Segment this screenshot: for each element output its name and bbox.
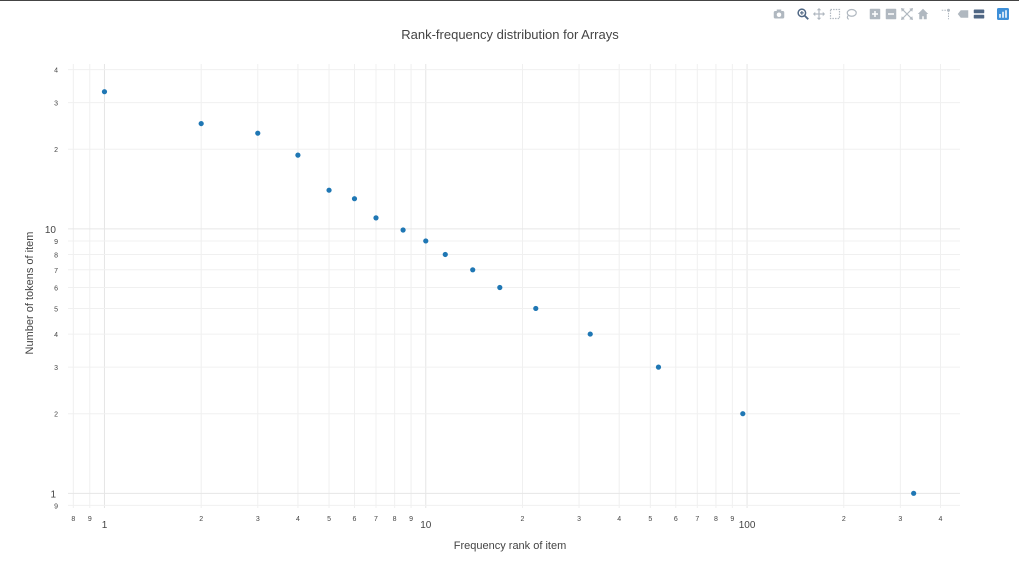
y-minor-tick-label: 4 <box>54 332 58 339</box>
x-minor-tick-label: 9 <box>409 516 413 523</box>
x-minor-tick-label: 3 <box>577 516 581 523</box>
x-minor-tick-label: 7 <box>695 516 699 523</box>
x-minor-tick-label: 2 <box>199 516 203 523</box>
plotly-logo-icon <box>997 8 1009 20</box>
camera-icon <box>773 9 785 19</box>
x-minor-tick-label: 3 <box>256 516 260 523</box>
x-axis-title: Frequency rank of item <box>454 540 567 552</box>
hover-compare-icon <box>973 9 985 19</box>
y-minor-tick-label: 7 <box>54 268 58 275</box>
y-major-tick-label: 1 <box>50 489 56 500</box>
chart-title: Rank-frequency distribution for Arrays <box>401 27 619 42</box>
pan-icon <box>813 8 825 20</box>
x-minor-tick-label: 8 <box>714 516 718 523</box>
y-axis-title: Number of tokens of item <box>24 232 36 355</box>
data-point[interactable] <box>655 364 662 370</box>
x-minor-tick-label: 2 <box>521 516 525 523</box>
modebar-group <box>795 6 859 22</box>
data-points <box>101 89 917 496</box>
y-minor-tick-label: 4 <box>54 68 58 75</box>
data-point[interactable] <box>351 196 358 202</box>
x-major-tick-label: 100 <box>739 520 756 531</box>
autoscale-button[interactable] <box>899 6 915 22</box>
x-axis-ticks: 1 10 100 8 9 2 3 4 5 6 7 8 9 2 3 4 5 6 7 8 9 2 3 4 <box>71 516 942 531</box>
y-major-tick-label: 10 <box>45 225 57 236</box>
data-point[interactable] <box>911 490 917 496</box>
x-minor-tick-label: 7 <box>374 516 378 523</box>
zoom-in-button[interactable] <box>867 6 883 22</box>
y-minor-tick-label: 2 <box>54 147 58 154</box>
y-minor-tick-label: 5 <box>54 306 58 313</box>
data-point[interactable] <box>295 152 301 158</box>
y-minor-tick-label: 8 <box>54 252 58 259</box>
data-point[interactable] <box>442 251 448 258</box>
x-minor-tick-label: 3 <box>898 516 902 523</box>
plotly-logo-button[interactable] <box>995 6 1011 22</box>
x-major-tick-label: 1 <box>102 520 108 531</box>
grid-lines <box>68 64 960 508</box>
reset-axes-button[interactable] <box>915 6 931 22</box>
x-minor-tick-label: 6 <box>674 516 678 523</box>
lasso-select-icon <box>846 8 857 20</box>
zoom-out-button[interactable] <box>883 6 899 22</box>
plot-modebar <box>763 6 1011 22</box>
window-top-border <box>0 0 1019 1</box>
data-point[interactable] <box>198 120 204 127</box>
x-minor-tick-label: 9 <box>88 516 92 523</box>
hover-closest-icon <box>957 10 969 18</box>
data-point[interactable] <box>400 227 406 233</box>
x-minor-tick-label: 5 <box>327 516 331 523</box>
x-minor-tick-label: 9 <box>730 516 734 523</box>
zoom-button[interactable] <box>795 6 811 22</box>
box-select-icon <box>829 8 841 20</box>
pan-button[interactable] <box>811 6 827 22</box>
autoscale-icon <box>901 8 913 20</box>
camera-button[interactable] <box>771 6 787 22</box>
data-point[interactable] <box>326 187 332 193</box>
data-point[interactable] <box>423 238 429 244</box>
data-point[interactable] <box>740 411 746 417</box>
x-minor-tick-label: 4 <box>617 516 621 523</box>
x-minor-tick-label: 6 <box>353 516 357 523</box>
x-minor-tick-label: 2 <box>842 516 846 523</box>
modebar-group <box>771 6 787 22</box>
x-minor-tick-label: 8 <box>393 516 397 523</box>
spike-lines-button[interactable] <box>939 6 955 22</box>
zoom-out-icon <box>885 8 897 20</box>
y-minor-tick-label: 3 <box>54 365 58 372</box>
y-minor-tick-label: 3 <box>54 101 58 108</box>
data-point[interactable] <box>470 267 476 273</box>
x-minor-tick-label: 4 <box>939 516 943 523</box>
lasso-select-button[interactable] <box>843 6 859 22</box>
spike-lines-icon <box>941 8 950 20</box>
modebar-group <box>939 6 987 22</box>
box-select-button[interactable] <box>827 6 843 22</box>
reset-axes-icon <box>917 8 929 20</box>
data-point[interactable] <box>587 331 593 337</box>
data-point[interactable] <box>497 284 503 291</box>
x-minor-tick-label: 8 <box>71 516 75 523</box>
data-point[interactable] <box>373 215 379 221</box>
hover-compare-button[interactable] <box>971 6 987 22</box>
x-minor-tick-label: 4 <box>296 516 300 523</box>
zoom-in-icon <box>869 8 881 20</box>
y-minor-tick-label: 9 <box>54 503 58 510</box>
modebar-group <box>867 6 931 22</box>
x-major-tick-label: 10 <box>420 520 432 531</box>
hover-closest-button[interactable] <box>955 6 971 22</box>
data-point[interactable] <box>533 305 539 312</box>
data-point[interactable] <box>101 89 108 95</box>
modebar-group <box>995 6 1011 22</box>
data-point[interactable] <box>255 130 261 136</box>
x-minor-tick-label: 5 <box>648 516 652 523</box>
y-minor-tick-label: 6 <box>54 286 58 293</box>
y-axis-ticks: 1 10 9 2 3 4 5 6 7 8 9 2 3 4 <box>45 68 58 511</box>
y-minor-tick-label: 9 <box>54 239 58 246</box>
zoom-icon <box>797 8 809 20</box>
y-minor-tick-label: 2 <box>54 412 58 419</box>
